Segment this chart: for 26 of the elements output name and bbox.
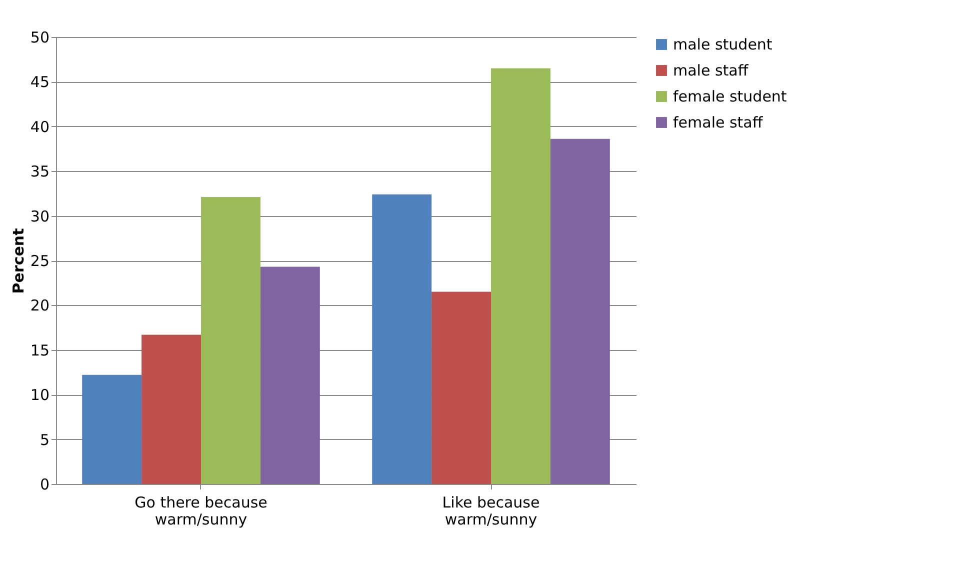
y-tick-label: 25 xyxy=(30,252,50,270)
y-tick-label: 15 xyxy=(30,341,50,360)
bar xyxy=(372,194,432,484)
y-tick-label: 0 xyxy=(40,476,50,494)
y-tick-label: 20 xyxy=(30,296,50,315)
y-tick-label: 35 xyxy=(30,162,50,181)
y-tick-label: 30 xyxy=(30,207,50,226)
x-tick-label: Like because warm/sunny xyxy=(442,494,540,528)
bar xyxy=(491,68,550,484)
bar xyxy=(550,138,610,484)
bar xyxy=(432,292,491,484)
y-tick-label: 50 xyxy=(30,28,50,46)
bar xyxy=(201,197,260,484)
legend-label: female staff xyxy=(673,114,764,132)
y-axis-title: Percent xyxy=(9,228,28,294)
legend-label: male staff xyxy=(673,62,749,80)
y-tick-label: 10 xyxy=(30,386,50,404)
y-tick-label: 45 xyxy=(30,73,50,92)
legend-label: male student xyxy=(673,36,772,54)
y-tick-label: 5 xyxy=(40,430,50,449)
bar xyxy=(260,266,320,484)
bar xyxy=(142,334,201,484)
y-tick-label: 40 xyxy=(30,118,50,136)
x-tick-label: Go there because warm/sunny xyxy=(134,494,268,528)
legend-label: female student xyxy=(673,88,787,106)
bar xyxy=(82,374,142,484)
